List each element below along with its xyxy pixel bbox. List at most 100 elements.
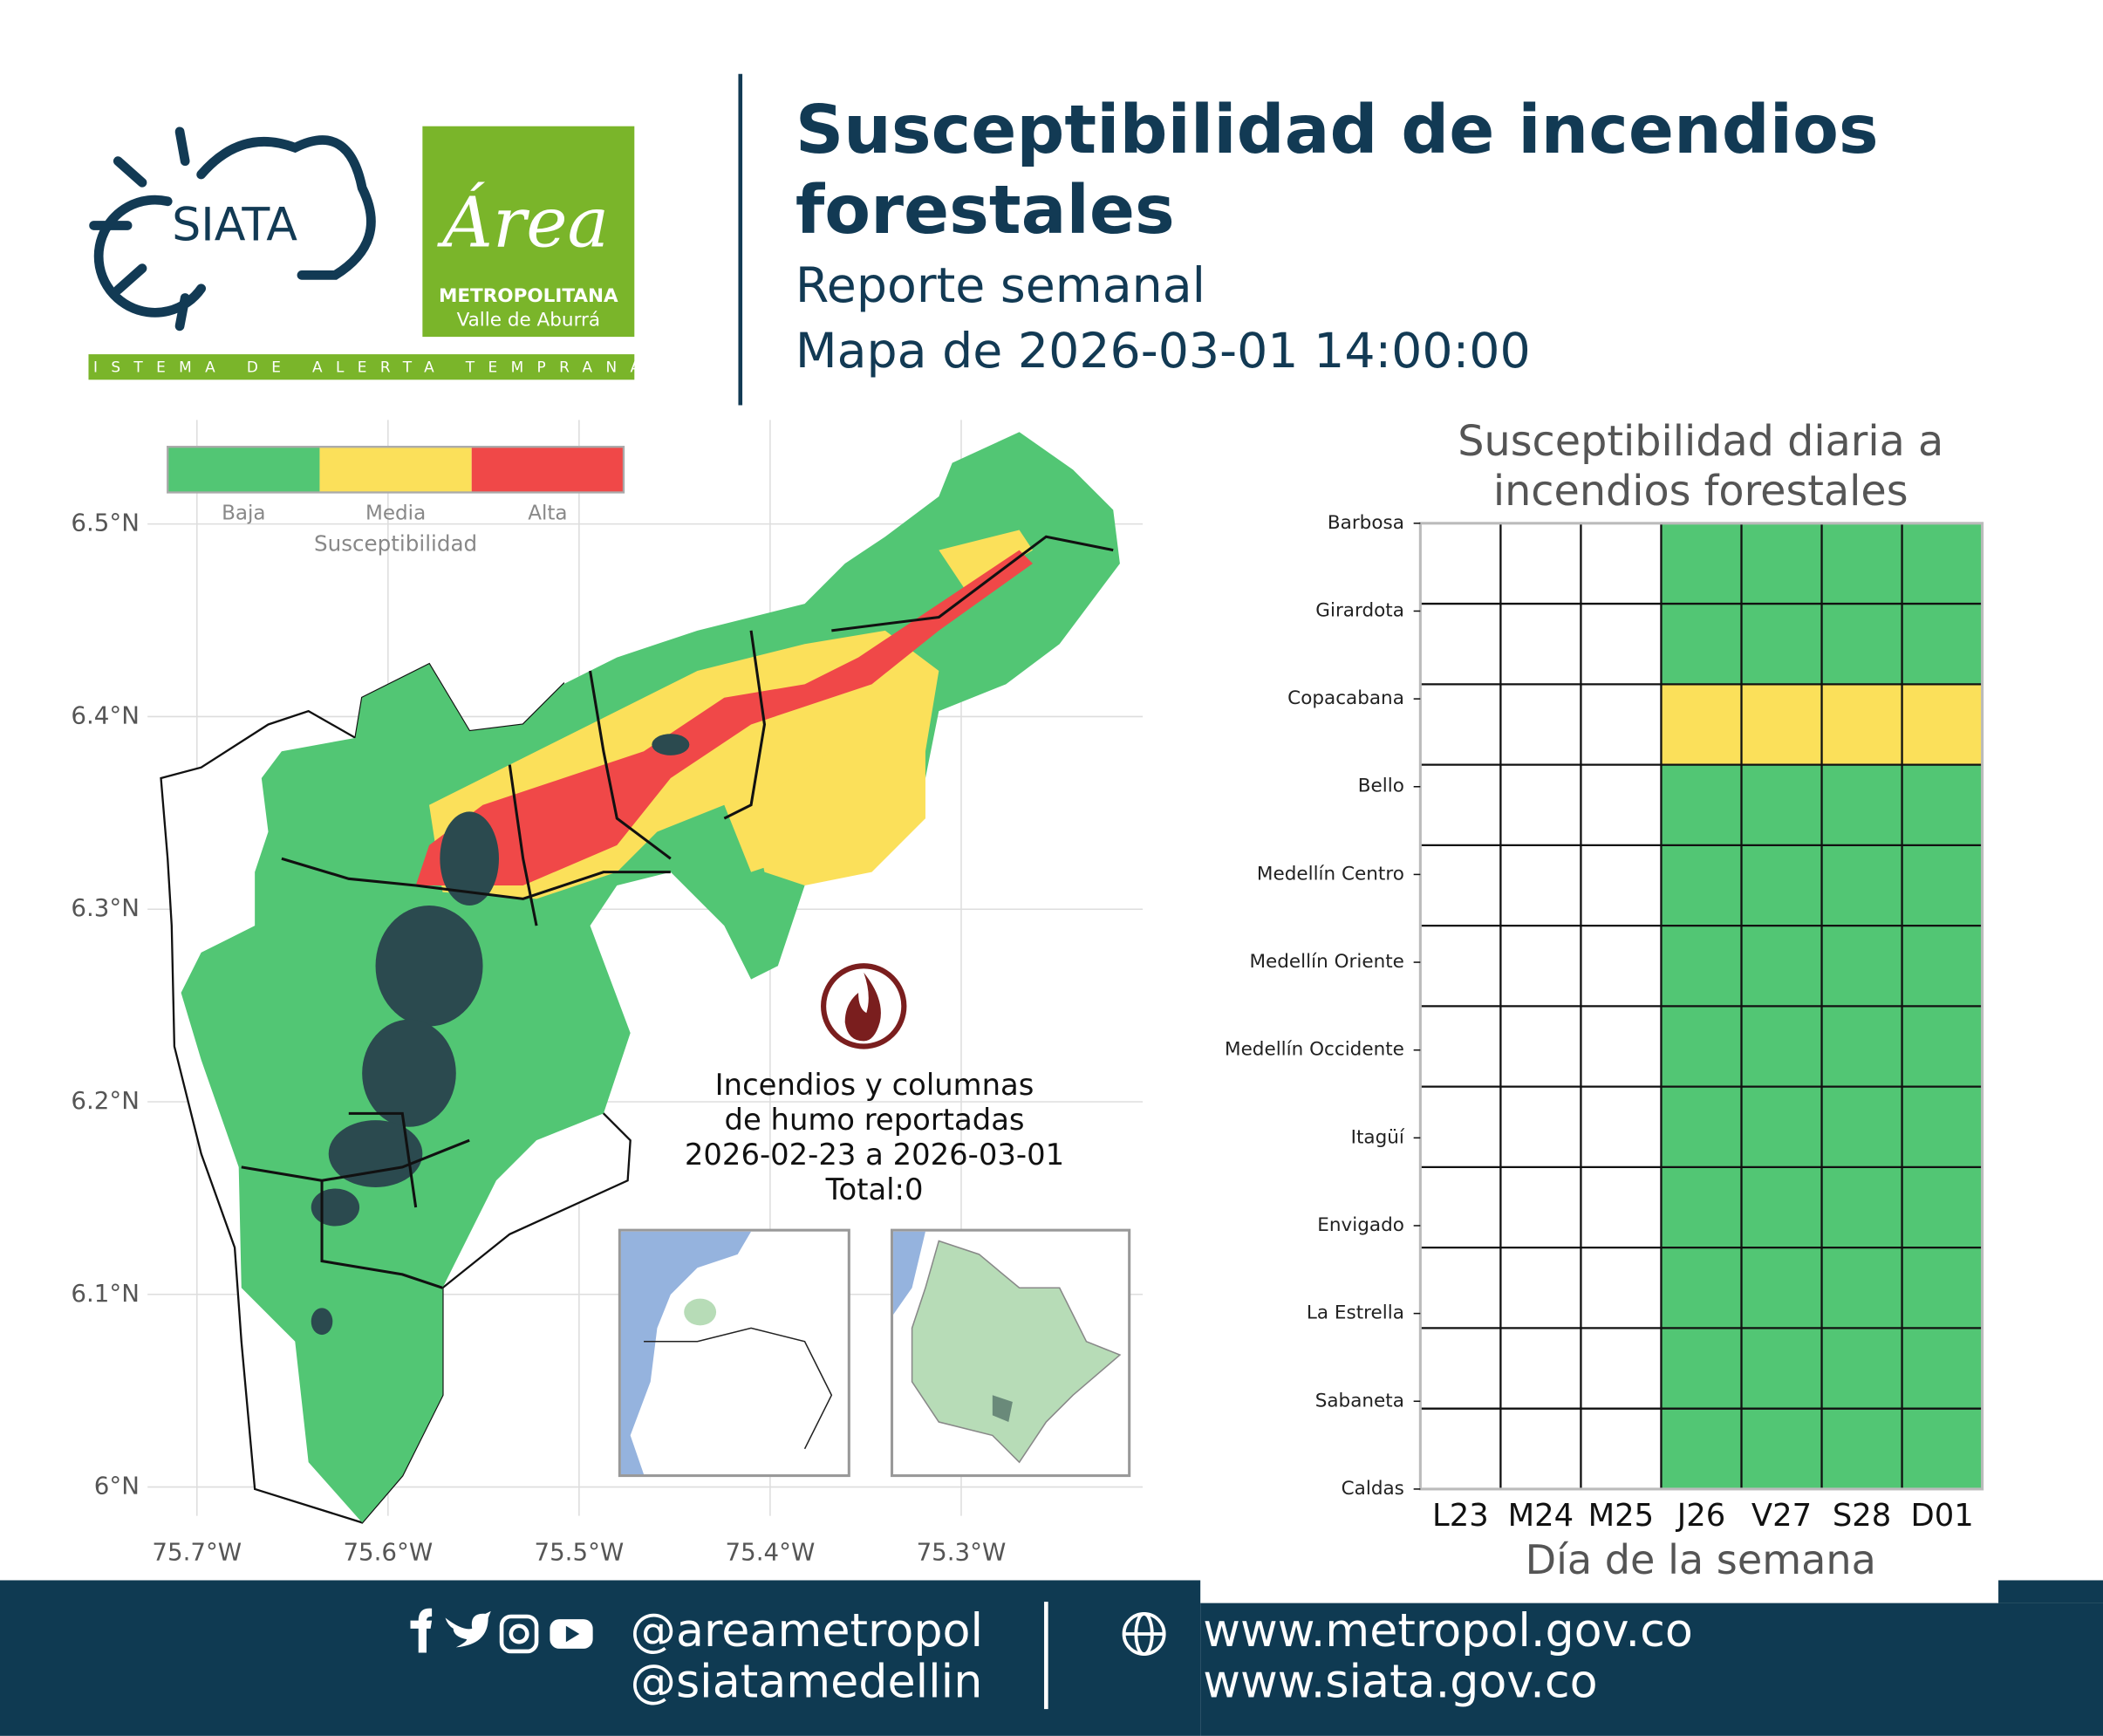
heatmap-cell [1661, 1247, 1742, 1329]
map-date: Mapa de 2026-03-01 14:00:00 [795, 324, 1531, 379]
y-tick-label: 6.5°N [71, 509, 140, 537]
legend-swatch [319, 447, 472, 493]
heatmap-cell [1902, 604, 1983, 685]
y-tick-label: Barbosa [1328, 512, 1404, 534]
heatmap-cell [1821, 1086, 1902, 1167]
y-tick-label: Copacabana [1287, 687, 1404, 709]
legend-swatch [471, 447, 624, 493]
y-tick-label: Girardota [1315, 599, 1404, 621]
x-tick-label: J26 [1676, 1498, 1725, 1534]
legend-label: Alta [528, 502, 567, 525]
heatmap-cell [1661, 1086, 1742, 1167]
area-logo-sub: Valle de Aburrá [457, 310, 601, 331]
heatmap-cell [1741, 684, 1822, 765]
x-tick-label: 75.7°W [152, 1538, 242, 1567]
heatmap-cell [1741, 1166, 1822, 1248]
heatmap-cell [1821, 844, 1902, 926]
y-tick-label: Medellín Oriente [1249, 951, 1403, 973]
heatmap-cell [1661, 926, 1742, 1007]
subtitle: Reporte semanal [795, 258, 1205, 314]
siata-text: SIATA [172, 199, 297, 252]
x-tick-label: 75.6°W [343, 1538, 433, 1567]
heatmap-cell [1661, 844, 1742, 926]
x-tick-label: 75.3°W [917, 1538, 1007, 1567]
heatmap-cell [1741, 523, 1822, 605]
y-tick-label: Caldas [1342, 1478, 1404, 1500]
heatmap-cell [1741, 926, 1822, 1007]
y-tick-label: 6.3°N [71, 893, 140, 922]
heatmap-cell [1661, 1328, 1742, 1409]
heatmap-cell [1661, 1408, 1742, 1489]
heatmap-cell [1821, 1247, 1902, 1329]
y-tick-label: Sabaneta [1315, 1390, 1404, 1411]
heatmap-cell [1821, 1328, 1902, 1409]
footer-bar [1998, 1580, 2103, 1603]
heatmap-cell [1902, 1408, 1983, 1489]
heatmap-cell [1661, 604, 1742, 685]
social-handle[interactable]: @areametropol [631, 1604, 983, 1657]
y-tick-label: Envigado [1317, 1214, 1404, 1236]
y-tick-label: Medellín Centro [1257, 863, 1404, 885]
fire-icon [821, 963, 907, 1049]
title: Susceptibilidad de incendios [795, 92, 1879, 169]
y-tick-label: Bello [1358, 776, 1404, 797]
legend-label: Media [365, 502, 426, 525]
heatmap-cell [1821, 926, 1902, 1007]
annotation: Total:0 [825, 1172, 924, 1206]
heatmap-cell [1661, 523, 1742, 605]
chart-title: Susceptibilidad diaria a [1458, 418, 1943, 466]
social-handle[interactable]: @siatamedellin [631, 1655, 983, 1708]
heatmap-cell [1661, 1166, 1742, 1248]
y-tick-label: Itagüí [1351, 1126, 1405, 1148]
heatmap-cell [1902, 1086, 1983, 1167]
chart-title: incendios forestales [1493, 468, 1908, 516]
legend-title: Susceptibilidad [314, 530, 477, 556]
x-axis-label: Día de la semana [1526, 1536, 1876, 1583]
x-tick-label: L23 [1432, 1498, 1489, 1534]
heatmap-cell [1902, 1166, 1983, 1248]
area-logo-box [422, 126, 635, 338]
heatmap-cell [1902, 684, 1983, 765]
y-tick-label: La Estrella [1307, 1302, 1404, 1324]
legend-swatch [167, 447, 320, 493]
social-icons [410, 1608, 593, 1654]
x-tick-label: M25 [1588, 1498, 1655, 1534]
heatmap-cell [1902, 523, 1983, 605]
heatmap-cell [1902, 1006, 1983, 1087]
x-tick-label: M24 [1508, 1498, 1574, 1534]
heatmap-cell [1821, 684, 1902, 765]
tagline-bar [88, 354, 635, 380]
website[interactable]: www.metropol.gov.co [1203, 1604, 1693, 1657]
area-logo-title: Área [436, 181, 609, 263]
heatmap-cell [1821, 523, 1902, 605]
map [160, 432, 1120, 1524]
heatmap-cell [1821, 1166, 1902, 1248]
x-tick-label: S28 [1833, 1498, 1891, 1534]
heatmap-cell [1821, 604, 1902, 685]
heatmap-cell [1821, 1006, 1902, 1087]
x-tick-label: 75.5°W [534, 1538, 624, 1567]
x-tick-label: 75.4°W [726, 1538, 816, 1567]
y-tick-label: 6.4°N [71, 701, 140, 729]
heatmap-cell [1661, 684, 1742, 765]
heatmap-cell [1741, 1247, 1822, 1329]
heatmap-cell [1902, 1247, 1983, 1329]
website[interactable]: www.siata.gov.co [1203, 1655, 1597, 1708]
heatmap-cell [1661, 1006, 1742, 1087]
heatmap-cell [1741, 1408, 1822, 1489]
heatmap-cell [1821, 1408, 1902, 1489]
heatmap-frame [1418, 522, 1984, 1491]
tagline: SISTEMA DE ALERTA TEMPRANA [71, 358, 654, 375]
x-tick-label: V27 [1751, 1498, 1812, 1534]
heatmap-cell [1902, 1328, 1983, 1409]
y-tick-label: 6.2°N [71, 1086, 140, 1115]
y-tick-label: 6.1°N [71, 1279, 140, 1308]
heatmap-cell [1741, 1086, 1822, 1167]
heatmap-cell [1902, 764, 1983, 845]
heatmap-cell [1741, 1328, 1822, 1409]
heatmap-cell [1741, 604, 1822, 685]
siata-logo [89, 126, 376, 331]
heatmap-cell [1902, 844, 1983, 926]
inset-maps [618, 1228, 1131, 1478]
